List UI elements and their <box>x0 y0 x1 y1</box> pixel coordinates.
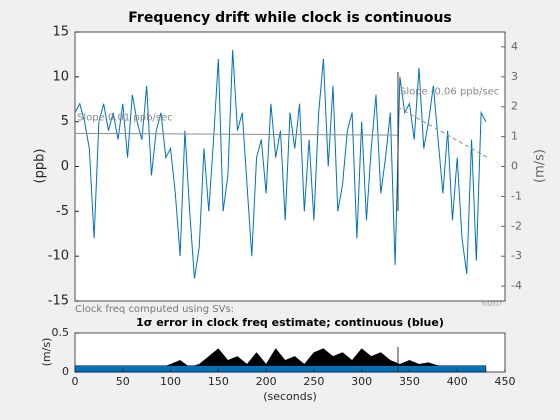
y2-label: (m/s) <box>533 149 548 183</box>
y2-tick-label: -1 <box>511 189 522 202</box>
x-tick-label: 250 <box>303 375 324 388</box>
area <box>74 365 487 373</box>
x-tick-label: 150 <box>208 375 229 388</box>
x-tick-label: 350 <box>399 375 420 388</box>
y-label: (m/s) <box>40 338 53 367</box>
y-label: (ppb) <box>33 149 48 184</box>
y2-tick-label: -3 <box>511 249 522 262</box>
fit-label: Slope -0.06 ppb/sec <box>400 86 499 97</box>
x-tick-label: 450 <box>495 375 516 388</box>
x-tick-label: 400 <box>447 375 468 388</box>
annotation: Clock freq computed using SVs: <box>75 304 234 315</box>
x-tick-label: 100 <box>160 375 181 388</box>
chart-title: 1σ error in clock freq estimate; continu… <box>136 316 444 329</box>
data-line <box>74 49 487 279</box>
x-label: (seconds) <box>263 390 317 403</box>
y-tick-label: 15 <box>52 25 69 40</box>
y-tick-label: 0 <box>62 365 69 378</box>
x-tick-label: 0 <box>72 375 79 388</box>
y-tick-label: 0 <box>61 159 69 174</box>
chart-title: Frequency drift while clock is continuou… <box>128 10 452 26</box>
y2-tick-label: 1 <box>511 130 518 143</box>
y2-tick-label: 4 <box>511 40 518 53</box>
y-tick-label: 0.5 <box>52 326 70 339</box>
y-tick-label: -10 <box>48 249 69 264</box>
y2-tick-label: 0 <box>511 160 518 173</box>
annotation: fcd2017 <box>482 302 502 308</box>
fit-line <box>74 132 398 136</box>
top-axes <box>74 31 506 302</box>
y2-tick-label: 3 <box>511 70 518 83</box>
y-tick-label: 5 <box>61 114 69 129</box>
fit-line <box>397 106 489 158</box>
y-tick-label: 10 <box>52 69 69 84</box>
x-tick-label: 200 <box>256 375 277 388</box>
x-tick-label: 300 <box>351 375 372 388</box>
y-tick-label: -5 <box>56 204 69 219</box>
y2-tick-label: 2 <box>511 100 518 113</box>
fit-label: Slope 0.01 ppb/sec <box>77 112 173 123</box>
y2-tick-label: -4 <box>511 279 522 292</box>
y-tick-label: -15 <box>48 294 69 309</box>
y2-tick-label: -2 <box>511 219 522 232</box>
x-tick-label: 50 <box>116 375 130 388</box>
